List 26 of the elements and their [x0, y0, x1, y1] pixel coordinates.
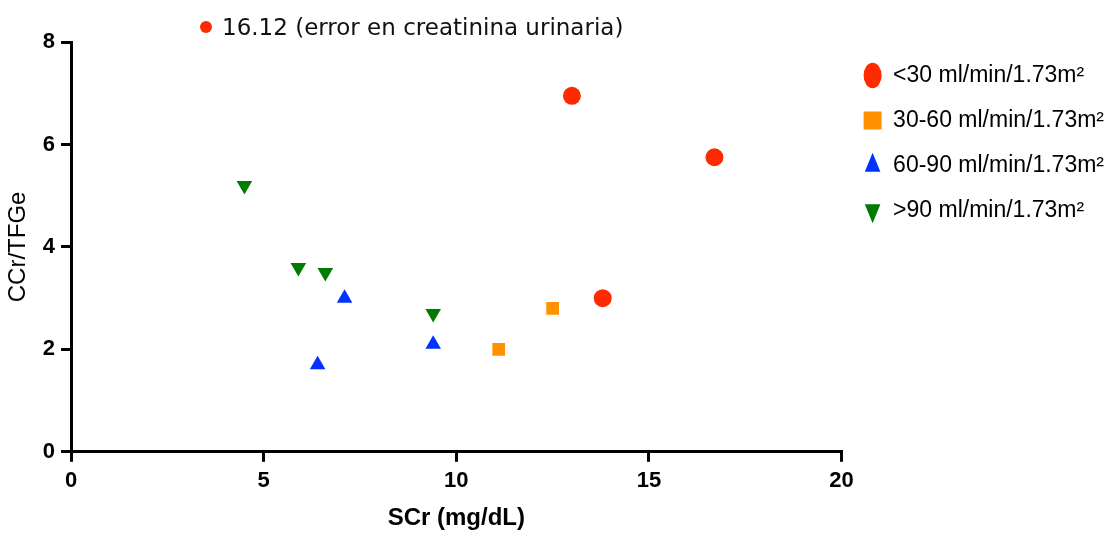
point: [492, 342, 506, 356]
point: [425, 308, 441, 323]
point: [236, 180, 253, 195]
x-axis-title: SCr (mg/dL): [387, 503, 525, 531]
legend-label: <30 ml/min/1.73m²: [893, 60, 1085, 87]
y-tick-label: 8: [42, 28, 56, 54]
x-tick-label: 0: [64, 467, 78, 493]
point: [317, 268, 334, 282]
text: 16.12 (error en creatinina urinaria): [222, 14, 624, 40]
x-tick-label: 15: [636, 467, 662, 493]
x-tick-label: 10: [444, 467, 469, 493]
legend-label: 30-60 ml/min/1.73m²: [893, 105, 1105, 132]
y-tick-label: 4: [42, 232, 56, 258]
y-axis-title: CCr/TFGe: [3, 191, 31, 303]
y-tick-label: 2: [42, 335, 56, 361]
y-tick-label: 6: [42, 130, 56, 156]
point: [546, 302, 559, 315]
x-tick-label: 20: [829, 467, 854, 493]
x-tick-label: 5: [257, 467, 270, 493]
y-tick-label: 0: [42, 437, 56, 463]
point: [290, 262, 307, 277]
point: [562, 86, 581, 105]
point: [705, 148, 724, 167]
legend-label: >90 ml/min/1.73m²: [893, 195, 1085, 222]
legend-label: 60-90 ml/min/1.73m²: [893, 150, 1105, 177]
point: [593, 289, 612, 308]
